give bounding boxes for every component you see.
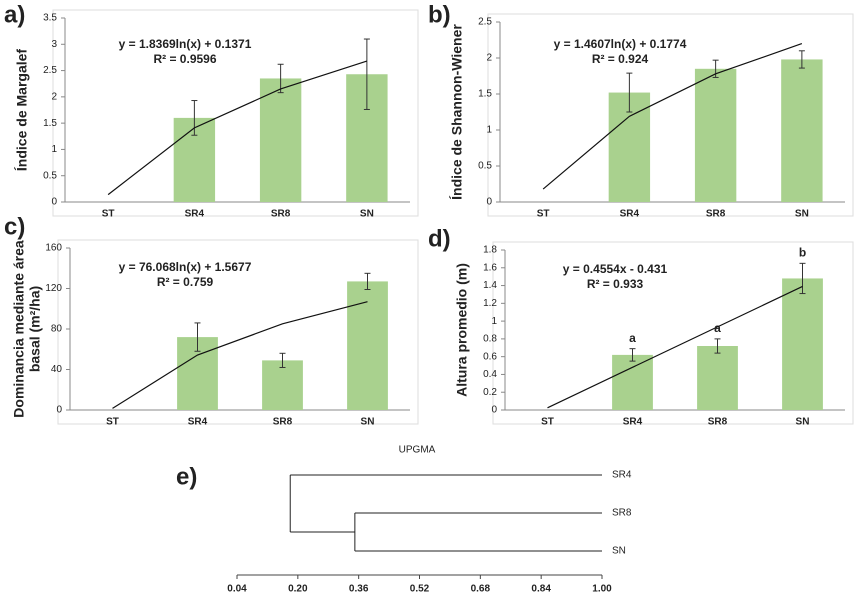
y-axis-label: Índice de Margalef (14, 49, 30, 171)
y-tick-label: 1.5 (478, 89, 492, 100)
trend-equation: y = 1.4607ln(x) + 0.1774 (554, 37, 687, 51)
y-tick-label: 0.5 (478, 161, 492, 172)
y-tick-label: 1 (491, 316, 497, 327)
leaf-label: SR4 (612, 470, 632, 481)
y-axis-label: Índice de Shannon-Wiener (449, 24, 465, 200)
y-tick-label: 1.6 (483, 262, 497, 273)
y-tick-label: 0.5 (43, 170, 57, 181)
bar (259, 78, 302, 202)
significance-letter: b (799, 246, 806, 260)
trend-equation: y = 1.8369ln(x) + 0.1371 (119, 37, 252, 51)
panel-label: b) (428, 1, 451, 28)
y-axis-label: basal (m²/ha) (27, 286, 43, 372)
panel-label: c) (4, 213, 25, 240)
x-tick-label: SR8 (273, 417, 293, 428)
bar (612, 354, 653, 410)
x-tick-label: 0.84 (531, 584, 551, 595)
y-tick-label: 40 (51, 364, 63, 375)
y-tick-label: 0 (51, 197, 57, 208)
panel-label: d) (428, 225, 451, 252)
trend-r2: R² = 0.933 (587, 277, 644, 291)
bar (262, 360, 303, 410)
y-tick-label: 160 (45, 243, 62, 254)
x-tick-label: SN (360, 209, 374, 220)
x-tick-label: SN (796, 417, 810, 428)
x-tick-label: SN (361, 417, 375, 428)
y-tick-label: 1 (486, 125, 492, 136)
y-tick-label: 0.6 (483, 351, 497, 362)
trend-line (107, 60, 368, 196)
x-tick-label: SR4 (185, 209, 205, 220)
y-axis-label: Dominancia mediante área (11, 240, 27, 418)
y-tick-label: 1.2 (483, 298, 497, 309)
y-tick-label: 0.8 (483, 334, 497, 345)
trend-equation: y = 76.068ln(x) + 1.5677 (119, 260, 252, 274)
plot-frame (487, 13, 854, 217)
bar (697, 346, 738, 410)
significance-letter: a (714, 321, 721, 335)
y-tick-label: 1.4 (483, 280, 497, 291)
trend-line (547, 285, 803, 409)
y-tick-label: 0 (56, 405, 62, 416)
x-tick-label: SN (795, 209, 809, 220)
plot-frame (52, 9, 419, 217)
x-tick-label: SR8 (708, 417, 728, 428)
x-tick-label: ST (102, 209, 115, 220)
bar (694, 68, 737, 202)
trend-r2: R² = 0.924 (592, 52, 649, 66)
y-axis-label: Altura promedio (m) (454, 263, 470, 397)
y-tick-label: 0.2 (483, 387, 497, 398)
panel-label: e) (176, 463, 197, 490)
bar (781, 59, 823, 202)
x-tick-label: ST (106, 417, 119, 428)
x-tick-label: SR4 (623, 417, 643, 428)
y-tick-label: 3.5 (43, 13, 57, 24)
leaf-label: SR8 (612, 508, 632, 519)
y-tick-label: 1.5 (43, 118, 57, 129)
trend-equation: y = 0.4554x - 0.431 (563, 262, 668, 276)
y-tick-label: 2 (486, 53, 492, 64)
trend-r2: R² = 0.9596 (153, 52, 216, 66)
x-tick-label: 0.04 (227, 584, 247, 595)
y-tick-label: 2 (51, 91, 57, 102)
dendrogram-title: UPGMA (399, 445, 436, 456)
x-tick-label: SR4 (620, 209, 640, 220)
y-tick-label: 80 (51, 324, 63, 335)
significance-letter: a (629, 331, 636, 345)
plot-frame (492, 241, 854, 425)
x-tick-label: ST (541, 417, 554, 428)
x-tick-label: 1.00 (592, 584, 612, 595)
x-tick-label: 0.52 (410, 584, 430, 595)
bar (782, 278, 823, 410)
x-tick-label: 0.36 (349, 584, 369, 595)
y-tick-label: 2.5 (478, 17, 492, 28)
y-tick-label: 1 (51, 144, 57, 155)
x-tick-label: 0.68 (471, 584, 491, 595)
y-tick-label: 2.5 (43, 65, 57, 76)
y-tick-label: 0 (486, 197, 492, 208)
x-tick-label: 0.20 (288, 584, 308, 595)
y-tick-label: 1.8 (483, 245, 497, 256)
plot-frame (57, 239, 419, 425)
y-tick-label: 3 (51, 39, 57, 50)
x-tick-label: ST (537, 209, 550, 220)
y-tick-label: 0 (491, 405, 497, 416)
x-tick-label: SR8 (271, 209, 291, 220)
trend-line (542, 43, 803, 190)
leaf-label: SN (612, 546, 626, 557)
bar (347, 281, 388, 410)
trend-line (112, 301, 368, 409)
panel-label: a) (4, 1, 25, 28)
trend-r2: R² = 0.759 (157, 275, 214, 289)
y-tick-label: 0.4 (483, 369, 497, 380)
x-tick-label: SR4 (188, 417, 208, 428)
y-tick-label: 120 (45, 283, 62, 294)
x-tick-label: SR8 (706, 209, 726, 220)
